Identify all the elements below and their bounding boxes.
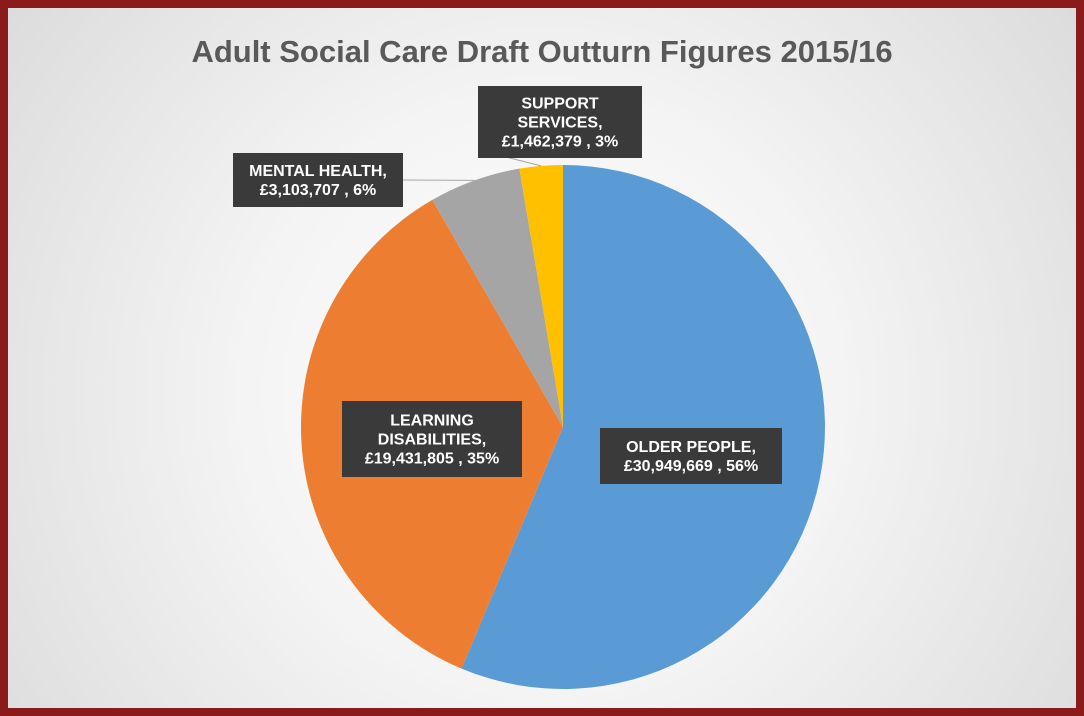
pie-slice-older-people [461, 165, 825, 689]
data-label-mental-health: MENTAL HEALTH, £3,103,707 , 6% [233, 153, 403, 207]
data-label-text: £1,462,379 , 3% [502, 134, 619, 151]
data-label-text: MENTAL HEALTH, [249, 163, 387, 180]
data-label-box [233, 153, 403, 207]
data-label-text: LEARNING [390, 413, 474, 430]
chart-title: Adult Social Care Draft Outturn Figures … [191, 34, 893, 69]
pie-slice-mental-health [432, 168, 563, 427]
data-label-text: £19,431,805 , 35% [365, 451, 499, 468]
data-label-box [600, 428, 782, 484]
data-label-text: OLDER PEOPLE, [626, 439, 756, 456]
data-label-box [342, 401, 522, 477]
data-label-box [478, 86, 642, 158]
data-label-text: SUPPORT [521, 96, 599, 113]
data-label-text: DISABILITIES, [378, 432, 486, 449]
data-labels: OLDER PEOPLE, £30,949,669 , 56% LEARNING DI… [233, 86, 782, 484]
data-label-text: SERVICES, [517, 115, 602, 132]
pie-slice-support-services [519, 164, 563, 427]
data-label-text: £3,103,707 , 6% [260, 182, 377, 199]
data-label-learning-disabilities: LEARNING DISABILITIES, £19,431,805 , 35% [342, 401, 522, 477]
data-label-older-people: OLDER PEOPLE, £30,949,669 , 56% [600, 428, 782, 484]
data-label-text: £30,949,669 , 56% [624, 458, 758, 475]
data-label-support-services: SUPPORT SERVICES, £1,462,379 , 3% [478, 86, 642, 158]
